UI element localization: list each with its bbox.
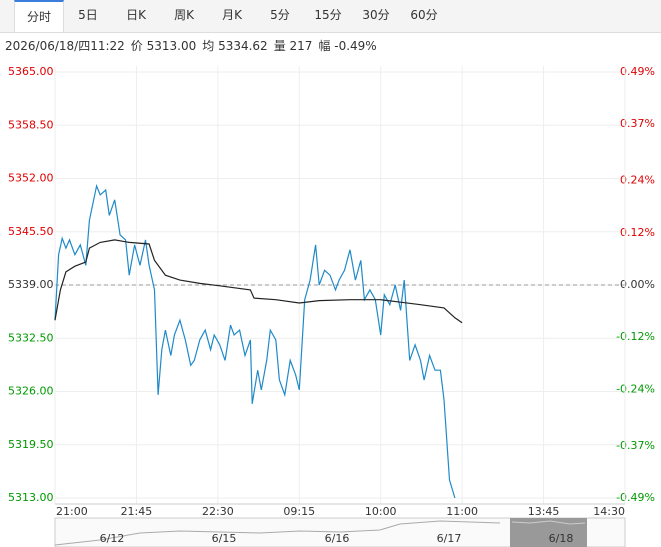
info-field: 价 5313.00	[130, 39, 197, 53]
y2-tick-label: 0.37%	[620, 117, 655, 130]
y-tick-label: 5332.50	[8, 331, 54, 344]
y-tick-label: 5326.00	[8, 385, 54, 398]
tab[interactable]: 60分	[410, 8, 438, 22]
tab[interactable]: 月K	[222, 8, 242, 22]
y2-tick-label: -0.12%	[616, 330, 655, 343]
quote-info: 2026/06/18/四11:22 价 5313.00 均 5334.62 量 217…	[5, 37, 383, 54]
tab[interactable]: 5日	[78, 8, 98, 22]
navigator-label: 6/18	[549, 532, 574, 545]
tab[interactable]: 30分	[362, 8, 390, 22]
info-field: 2026/06/18/四11:22	[5, 39, 125, 53]
tab[interactable]: 分时	[14, 0, 64, 32]
tab[interactable]: 15分	[314, 8, 342, 22]
price-line	[54, 239, 463, 324]
y2-tick-label: 0.12%	[620, 226, 655, 239]
navigator-label: 6/16	[325, 532, 350, 545]
y-tick-label: 5345.50	[8, 225, 54, 238]
y-tick-label: 5352.00	[8, 172, 54, 185]
y-tick-label: 5365.00	[8, 65, 54, 78]
period-tabs: 分时 5日 日K 周K 月K 5分 15分 30分 60分	[0, 0, 661, 33]
y-tick-label: 5313.00	[8, 491, 54, 504]
info-field: 量 217	[273, 39, 313, 53]
y2-tick-label: -0.24%	[616, 382, 655, 395]
info-field: 幅 -0.49%	[318, 39, 377, 53]
price-line	[54, 183, 456, 499]
x-tick-label: 21:00	[56, 505, 88, 518]
info-field: 均 5334.62	[202, 39, 268, 53]
y2-tick-label: -0.49%	[616, 491, 655, 504]
x-tick-label: 09:15	[283, 505, 315, 518]
navigator-label: 6/17	[437, 532, 462, 545]
tab[interactable]: 5分	[270, 8, 290, 22]
y-tick-label: 5319.50	[8, 438, 54, 451]
tab[interactable]: 周K	[174, 8, 194, 22]
navigator-line	[54, 520, 501, 546]
y-tick-label: 5358.50	[8, 118, 54, 131]
x-tick-label: 14:30	[593, 505, 625, 518]
y-tick-label: 5339.00	[8, 278, 54, 291]
navigator-label: 6/15	[212, 532, 237, 545]
tab[interactable]: 日K	[126, 8, 146, 22]
y2-tick-label: 0.49%	[620, 65, 655, 78]
navigator-line	[511, 520, 586, 525]
x-tick-label: 21:45	[121, 505, 153, 518]
x-tick-label: 13:45	[528, 505, 560, 518]
y2-tick-label: -0.37%	[616, 439, 655, 452]
x-tick-label: 11:00	[446, 505, 478, 518]
y2-tick-label: 0.24%	[620, 174, 655, 187]
x-tick-label: 22:30	[202, 505, 234, 518]
y2-tick-label: 0.00%	[620, 278, 655, 291]
navigator-label: 6/12	[100, 532, 125, 545]
x-tick-label: 10:00	[365, 505, 397, 518]
